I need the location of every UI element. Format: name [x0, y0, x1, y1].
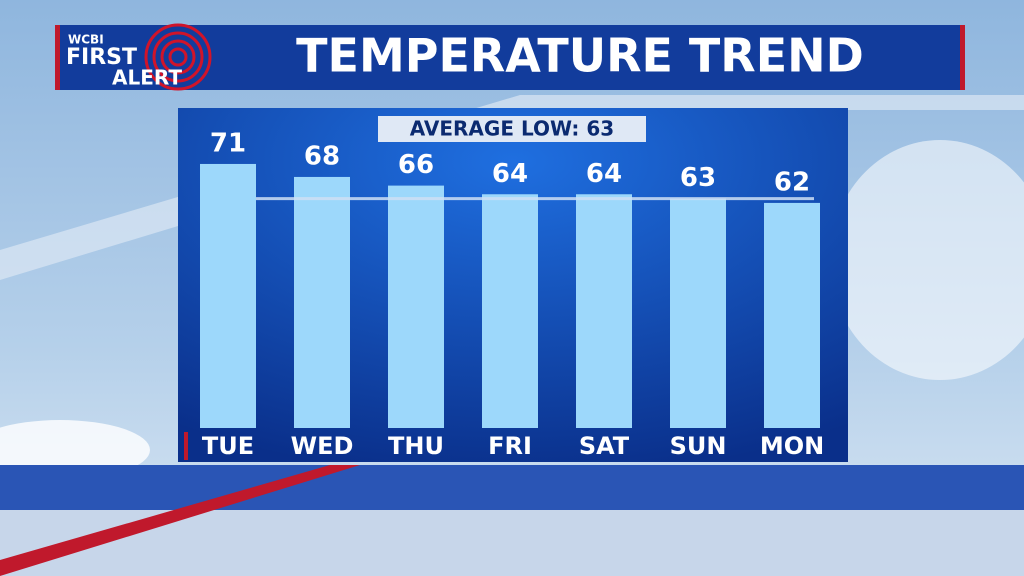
x-tick-label: SAT	[579, 432, 630, 460]
title-bar	[55, 25, 965, 90]
x-tick-label: MON	[760, 432, 824, 460]
bar	[482, 194, 538, 428]
x-tick-label: WED	[291, 432, 354, 460]
logo-icon	[144, 23, 212, 91]
bottom-band	[0, 465, 1024, 510]
value-label: 62	[774, 167, 810, 197]
decor	[960, 25, 965, 90]
bar	[388, 185, 444, 428]
bar	[670, 198, 726, 428]
value-label: 71	[210, 128, 246, 158]
cloud	[0, 420, 150, 480]
logo-station: WCBI	[68, 33, 104, 47]
logo-text: FIRST	[66, 45, 137, 70]
chart-title: TEMPERATURE TREND	[296, 29, 864, 83]
decor	[55, 25, 60, 90]
x-tick-label: FRI	[488, 432, 532, 460]
reference-label-box	[378, 116, 646, 142]
reference-label: AVERAGE LOW: 63	[410, 117, 614, 141]
x-tick-label: SUN	[670, 432, 727, 460]
value-label: 64	[492, 159, 528, 189]
value-label: 66	[398, 150, 434, 180]
bar	[764, 202, 820, 428]
decor	[184, 432, 188, 460]
x-tick-label: TUE	[202, 432, 254, 460]
value-label: 68	[304, 141, 340, 171]
value-label: 64	[586, 159, 622, 189]
bar	[200, 163, 256, 428]
decor	[0, 465, 360, 576]
bar	[294, 176, 350, 428]
cloud	[830, 140, 1024, 380]
x-tick-label: THU	[388, 432, 444, 460]
value-label: 63	[680, 163, 716, 193]
bar	[576, 194, 632, 428]
logo-text: ALERT	[112, 66, 182, 90]
